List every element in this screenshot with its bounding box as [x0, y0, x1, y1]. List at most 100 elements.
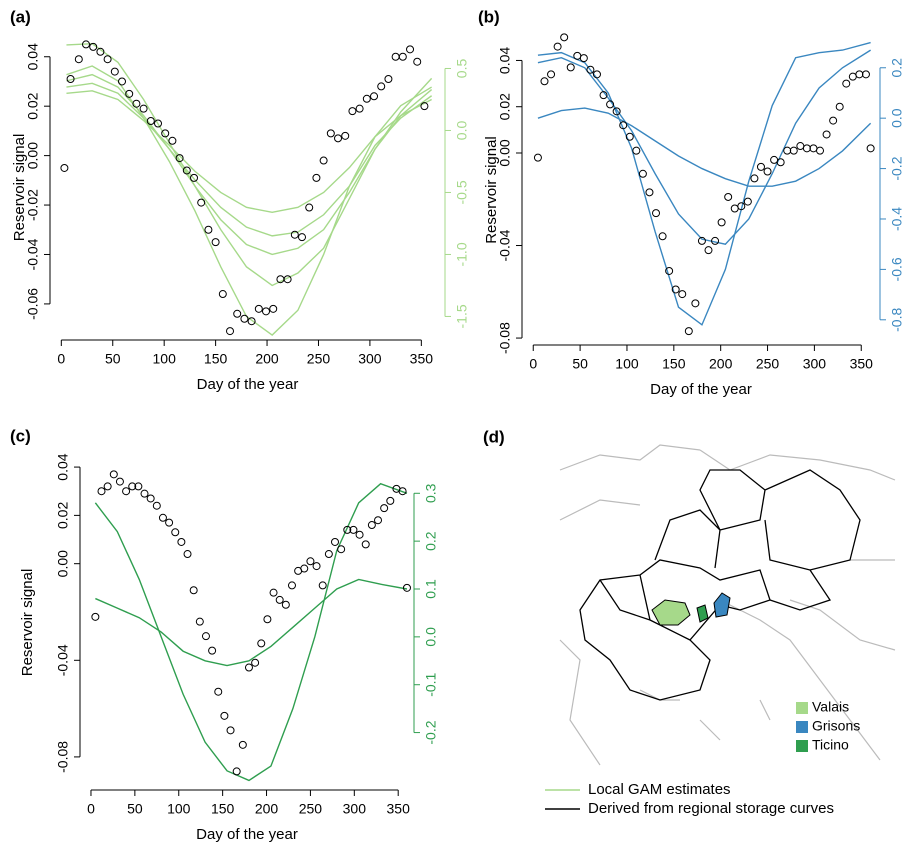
legend-swatch: [796, 740, 808, 752]
point: [763, 167, 772, 176]
point: [122, 487, 131, 496]
point: [770, 155, 779, 164]
y-tick-label: 0.02: [55, 502, 71, 529]
point: [711, 236, 720, 245]
y-tick-label: 0.04: [497, 47, 513, 74]
point: [632, 146, 641, 155]
gam-line: [66, 65, 432, 336]
point: [74, 55, 83, 64]
gam-line: [537, 41, 871, 326]
y-axis-label: Reservoir signal: [19, 569, 36, 677]
point: [612, 107, 621, 116]
x-tick-label: 300: [358, 351, 382, 367]
point: [175, 154, 184, 163]
point: [118, 77, 127, 86]
point: [658, 232, 667, 241]
point: [269, 304, 278, 313]
point: [218, 290, 227, 299]
y-tick-label: 0.00: [25, 142, 41, 169]
point: [540, 77, 549, 86]
point: [377, 82, 386, 91]
point: [110, 67, 119, 76]
point: [737, 202, 746, 211]
point: [262, 307, 271, 316]
point: [208, 646, 217, 655]
point: [374, 516, 383, 525]
x-tick-label: 200: [709, 356, 733, 372]
point: [566, 63, 575, 72]
point: [165, 518, 174, 527]
point: [652, 209, 661, 218]
point: [189, 586, 198, 595]
point: [298, 233, 307, 242]
point: [146, 494, 155, 503]
legend: Local GAM estimates Derived from regional…: [545, 781, 834, 817]
x-tick-label: 250: [756, 356, 780, 372]
point: [802, 144, 811, 153]
point: [420, 102, 429, 111]
point: [190, 173, 199, 182]
point: [263, 615, 272, 624]
point: [341, 131, 350, 140]
point: [743, 197, 752, 206]
point: [281, 600, 290, 609]
point: [756, 162, 765, 171]
point: [60, 163, 69, 172]
point: [211, 238, 220, 247]
y-tick-label: 0.00: [497, 139, 513, 166]
point: [547, 70, 556, 79]
y2-tick-label: 0.2: [889, 58, 905, 78]
point: [592, 70, 601, 79]
point: [91, 612, 100, 621]
point: [776, 158, 785, 167]
point: [848, 72, 857, 81]
point: [324, 550, 333, 559]
legend-label: Valais: [812, 699, 849, 715]
point: [816, 146, 825, 155]
y2-tick-label: 0.2: [423, 531, 439, 551]
point: [103, 55, 112, 64]
x-tick-label: 150: [211, 801, 235, 817]
point: [334, 134, 343, 143]
point: [606, 100, 615, 109]
point: [842, 79, 851, 88]
legend-swatch: [796, 702, 808, 714]
point: [391, 52, 400, 61]
x-tick-label: 250: [299, 801, 323, 817]
point: [146, 117, 155, 126]
panel-title: (a): [10, 7, 31, 26]
point: [132, 99, 141, 108]
map-frame: [549, 439, 896, 766]
point: [861, 70, 870, 79]
point: [573, 51, 582, 60]
x-tick-label: 350: [850, 356, 874, 372]
point: [362, 94, 371, 103]
point: [386, 496, 395, 505]
gam-line: [537, 107, 872, 187]
point: [128, 482, 137, 491]
point: [197, 198, 206, 207]
point: [717, 218, 726, 227]
y-tick-label: -0.02: [25, 189, 41, 221]
point: [257, 639, 266, 648]
y2-tick-label: 0.0: [454, 121, 470, 141]
x-tick-label: 100: [153, 351, 177, 367]
point: [168, 136, 177, 145]
point: [177, 537, 186, 546]
point: [96, 47, 105, 56]
point: [599, 91, 608, 100]
x-tick-label: 350: [387, 801, 411, 817]
map-title: (d): [483, 427, 505, 446]
point: [730, 204, 739, 213]
point: [134, 482, 143, 491]
y2-tick-label: -0.1: [423, 672, 439, 696]
point: [337, 545, 346, 554]
point: [158, 513, 167, 522]
x-tick-label: 200: [255, 351, 279, 367]
point: [247, 317, 256, 326]
point: [406, 45, 415, 54]
point: [305, 203, 314, 212]
y2-tick-label: 0.0: [889, 108, 905, 128]
point: [579, 54, 588, 63]
x-tick-label: 100: [167, 801, 191, 817]
